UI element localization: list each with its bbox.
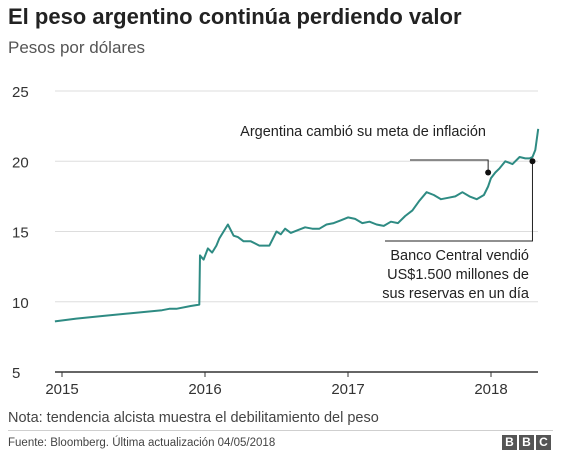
bbc-logo-letter: B [502, 435, 517, 450]
x-tick-label: 2018 [474, 381, 507, 398]
y-tick-label: 15 [12, 225, 29, 242]
bbc-logo: B B C [502, 435, 551, 450]
chart-source: Fuente: Bloomberg. Última actualización … [8, 437, 276, 449]
chart-title: El peso argentino continúa perdiendo val… [8, 4, 462, 29]
annotation-marker [485, 169, 492, 176]
bbc-logo-letter: B [519, 435, 534, 450]
annotation-central-bank-label: US$1.500 millones de [387, 267, 529, 283]
y-tick-label: 5 [12, 365, 20, 382]
annotation-inflation-label: Argentina cambió su meta de inflación [240, 124, 486, 140]
y-tick-label: 25 [12, 84, 29, 101]
annotation-leader-line [385, 161, 533, 242]
annotation-central-bank-label: sus reservas en un día [382, 286, 530, 302]
footer-divider [8, 430, 553, 431]
y-tick-label: 20 [12, 154, 29, 171]
series-line [54, 128, 540, 323]
bbc-logo-letter: C [536, 435, 551, 450]
annotation-leader-line [410, 159, 489, 173]
chart-note: Nota: tendencia alcista muestra el debil… [8, 410, 379, 426]
chart-subtitle: Pesos por dólares [8, 38, 146, 57]
y-tick-label: 10 [12, 295, 29, 312]
x-tick-label: 2017 [331, 381, 364, 398]
x-tick-label: 2016 [188, 381, 221, 398]
x-tick-label: 2015 [45, 381, 78, 398]
annotation-marker [529, 158, 536, 165]
annotation-central-bank-label: Banco Central vendió [390, 248, 529, 264]
